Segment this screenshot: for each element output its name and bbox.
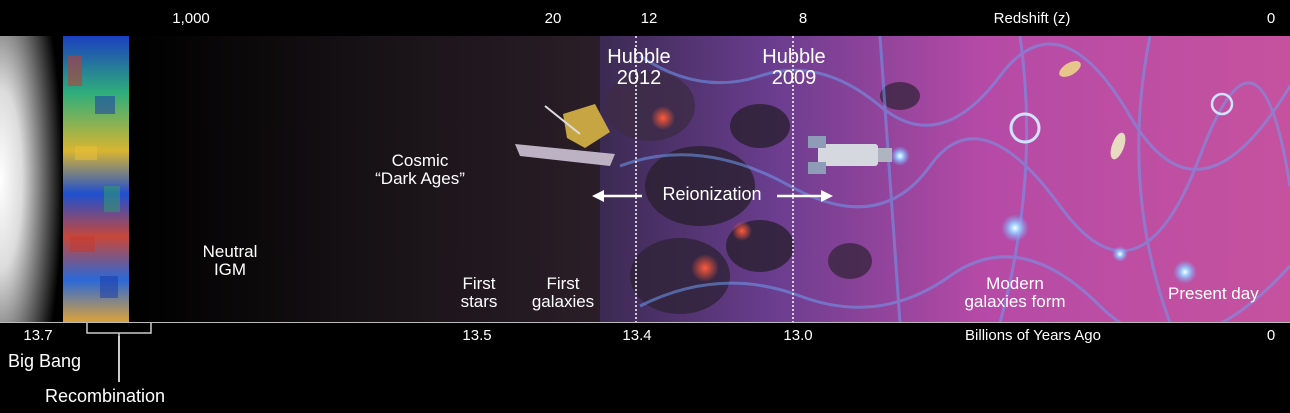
reionization-arrow: Reionization (590, 185, 835, 207)
big-bang-label: Big Bang (8, 351, 82, 371)
redshift-tick-8: 8 (798, 10, 808, 27)
hubble-telescope (808, 136, 892, 174)
redshift-tick-1000: 1,000 (172, 10, 210, 27)
galaxy-edge-on (1110, 132, 1126, 160)
hubble-2012-label-line1: Hubble (607, 46, 671, 68)
hubble-2009-epoch-line (792, 36, 794, 323)
hubble-2009-label: Hubble 2009 (754, 47, 834, 89)
modern-galaxies-label-line1: Modern (986, 274, 1044, 293)
cmb-noise (68, 56, 120, 298)
double-arrow-icon (592, 190, 833, 202)
time-tick-13-7: 13.7 (23, 327, 53, 344)
timeline-artwork (0, 36, 1290, 323)
neutral-igm-label: Neutral IGM (180, 243, 280, 279)
hubble-2009-label-line1: Hubble (762, 46, 826, 68)
reionization-label: Reionization (662, 184, 762, 204)
time-axis-line (0, 322, 1290, 323)
hubble-2012-epoch-line (635, 36, 637, 323)
hubble-2012-label-line2: 2012 (616, 67, 662, 89)
modern-galaxies-label-line2: galaxies form (964, 291, 1066, 311)
redshift-tick-12: 12 (640, 10, 658, 27)
dark-ages-label-line1: Cosmic (391, 151, 449, 170)
big-bang-glow (0, 36, 70, 323)
cosmic-web (619, 36, 1290, 323)
first-galaxies-label-line2: galaxies (531, 291, 595, 311)
first-stars-label-line2: stars (460, 291, 498, 311)
time-axis-title: Billions of Years Ago (965, 327, 1101, 344)
redshift-tick-0: 0 (1266, 10, 1276, 27)
time-tick-13-4: 13.4 (622, 327, 652, 344)
first-stars-label-line1: First (462, 274, 496, 293)
present-day-label: Present day (1168, 284, 1259, 303)
first-galaxies-label-line1: First (546, 274, 580, 293)
redshift-axis-title: Redshift (z) (993, 10, 1071, 27)
dark-ages-label: Cosmic “Dark Ages” (360, 152, 480, 188)
neutral-igm-label-line1: Neutral (202, 242, 258, 261)
cosmic-timeline-panel (0, 36, 1290, 323)
galaxy-elliptical (1059, 61, 1081, 77)
hubble-2012-label: Hubble 2012 (599, 47, 679, 89)
first-galaxies-label: First galaxies (518, 275, 608, 311)
modern-galaxies-label: Modern galaxies form (940, 275, 1090, 311)
galaxy-spiral-1 (1009, 112, 1041, 144)
time-tick-13-5: 13.5 (462, 327, 492, 344)
galaxy-spiral-2 (1210, 92, 1234, 116)
first-stars-label: First stars (444, 275, 514, 311)
recombination-bracket (86, 323, 152, 337)
jwst-telescope (515, 104, 615, 166)
recombination-pointer (118, 336, 120, 382)
hubble-2009-label-line2: 2009 (771, 67, 817, 89)
time-tick-0: 0 (1266, 327, 1276, 344)
time-tick-13-0: 13.0 (783, 327, 813, 344)
neutral-igm-label-line2: IGM (213, 259, 247, 279)
redshift-tick-20: 20 (544, 10, 562, 27)
recombination-label: Recombination (45, 386, 166, 406)
dark-ages-region (129, 36, 629, 323)
dark-ages-label-line2: “Dark Ages” (375, 168, 465, 188)
